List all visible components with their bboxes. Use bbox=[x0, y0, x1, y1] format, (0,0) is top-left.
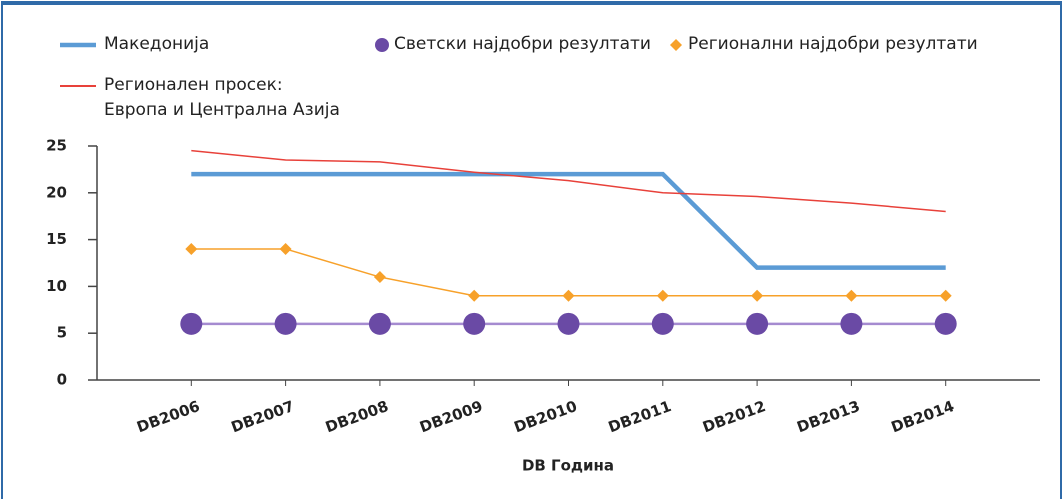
legend-label: Македонија bbox=[104, 34, 210, 54]
series-line bbox=[191, 171, 946, 270]
data-point bbox=[468, 289, 481, 302]
legend-label: Светски најдобри резултати bbox=[394, 34, 651, 54]
data-point bbox=[939, 289, 952, 302]
data-point bbox=[557, 312, 580, 335]
y-tick-label: 0 bbox=[57, 371, 67, 389]
data-point bbox=[840, 312, 863, 335]
x-axis-title: DB Година bbox=[522, 457, 614, 475]
legend-label: Регионален просек: Европа и Централна Аз… bbox=[104, 75, 340, 120]
y-tick-label: 5 bbox=[57, 324, 67, 342]
x-tick-label: DB2010 bbox=[512, 397, 580, 436]
data-point bbox=[180, 312, 203, 335]
legend-label: Регионални најдобри резултати bbox=[688, 34, 978, 54]
x-tick-label: DB2013 bbox=[794, 397, 862, 436]
series-line bbox=[191, 149, 946, 213]
x-tick-label: DB2007 bbox=[229, 397, 297, 436]
data-point bbox=[656, 289, 669, 302]
data-point bbox=[274, 312, 297, 335]
data-point bbox=[185, 242, 198, 255]
x-tick-label: DB2006 bbox=[134, 397, 202, 436]
x-tick-label: DB2014 bbox=[889, 397, 957, 436]
x-tick-label: DB2008 bbox=[323, 397, 391, 436]
data-point bbox=[746, 312, 769, 335]
y-tick-label: 25 bbox=[46, 137, 67, 155]
data-point bbox=[279, 242, 292, 255]
legend-swatch bbox=[375, 38, 389, 52]
x-tick-label: DB2011 bbox=[606, 397, 674, 436]
data-point bbox=[845, 289, 858, 302]
data-point bbox=[368, 312, 391, 335]
data-point bbox=[463, 312, 486, 335]
data-point bbox=[934, 312, 957, 335]
x-tick-label: DB2009 bbox=[417, 397, 485, 436]
data-point bbox=[651, 312, 674, 335]
y-tick-label: 10 bbox=[46, 277, 67, 295]
data-point bbox=[373, 271, 386, 284]
series-line bbox=[191, 248, 946, 297]
legend-swatch bbox=[670, 39, 682, 51]
y-tick-label: 15 bbox=[46, 230, 67, 248]
data-point bbox=[562, 289, 575, 302]
y-tick-label: 20 bbox=[46, 183, 67, 201]
x-tick-label: DB2012 bbox=[700, 397, 768, 436]
data-point bbox=[751, 289, 764, 302]
